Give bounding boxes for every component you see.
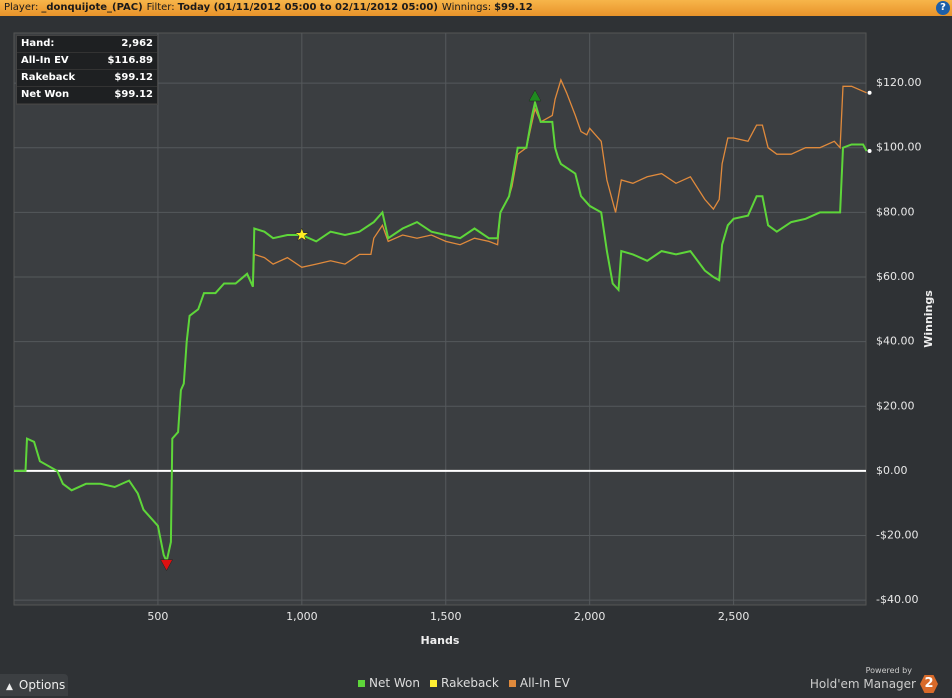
x-tick-label: 2,000 xyxy=(574,610,606,623)
x-tick-label: 2,500 xyxy=(718,610,750,623)
y-tick-label: $20.00 xyxy=(876,399,915,412)
end-dot xyxy=(867,90,872,95)
brand-name: Hold'em Manager xyxy=(809,677,916,691)
legend-label: Rakeback xyxy=(441,676,499,690)
legend-swatch xyxy=(358,679,365,687)
y-tick-label: $80.00 xyxy=(876,205,915,218)
y-tick-label: $0.00 xyxy=(876,464,908,477)
end-dot xyxy=(867,148,872,153)
x-tick-label: 1,500 xyxy=(430,610,462,623)
header-label: Winnings: xyxy=(441,2,492,13)
brand-badge: 2 xyxy=(920,675,938,693)
y-tick-label: $40.00 xyxy=(876,335,915,348)
legend: Net Won Rakeback All-In EV xyxy=(358,676,570,690)
marker-star xyxy=(294,227,310,242)
stats-label: All-In EV xyxy=(21,55,69,66)
stats-value: $99.12 xyxy=(114,72,153,83)
stats-row: Rakeback $99.12 xyxy=(17,70,157,87)
y-tick-label: -$40.00 xyxy=(876,593,918,606)
x-tick-label: 1,000 xyxy=(286,610,318,623)
legend-item: Rakeback xyxy=(430,676,499,690)
stats-label: Net Won xyxy=(21,89,70,100)
stats-row: Net Won $99.12 xyxy=(17,87,157,104)
top-bar: Player: _donquijote_(PAC) Filter: Today (01… xyxy=(0,0,952,16)
stats-row: Hand: 2,962 xyxy=(17,36,157,53)
y-tick-label: $120.00 xyxy=(876,76,922,89)
header-value: Today (01/11/2012 05:00 to 02/11/2012 05… xyxy=(177,2,438,13)
marker-triangle-down xyxy=(160,559,173,572)
options-label: Options xyxy=(18,678,66,692)
header-label: Player: xyxy=(4,2,39,13)
stats-row: All-In EV $116.89 xyxy=(17,53,157,70)
arrow-icon: ▲ xyxy=(6,682,13,692)
brand: Powered by Hold'em Manager 2 xyxy=(810,666,938,693)
x-tick-label: 500 xyxy=(147,610,168,623)
stats-value: 2,962 xyxy=(121,38,153,49)
legend-item: Net Won xyxy=(358,676,420,690)
header-value: _donquijote_(PAC) xyxy=(41,2,143,13)
stats-value: $116.89 xyxy=(107,55,153,66)
legend-label: Net Won xyxy=(369,676,420,690)
legend-swatch xyxy=(508,679,516,687)
help-button[interactable]: ? xyxy=(936,1,950,15)
legend-label: All-In EV xyxy=(519,676,570,690)
stats-label: Rakeback xyxy=(21,72,76,83)
plot-area xyxy=(13,32,867,606)
stats-value: $99.12 xyxy=(114,89,153,100)
powered-by: Powered by xyxy=(865,666,912,675)
legend-swatch xyxy=(430,679,437,687)
options-button[interactable]: ▲ Options xyxy=(0,674,68,696)
x-axis-label: Hands xyxy=(421,634,460,647)
header-value: $99.12 xyxy=(494,2,533,13)
chart: -$40.00 -$20.00 $0.00 $20.00 $40.00 $60.00 $80… xyxy=(13,32,935,647)
y-axis-label: Winnings xyxy=(922,290,935,348)
header-label: Filter: xyxy=(146,2,175,13)
marker-triangle-up xyxy=(528,89,542,102)
stats-box: Hand: 2,962 All-In EV $116.89 Rakeback $99.12… xyxy=(16,35,158,105)
legend-item: All-In EV xyxy=(508,676,570,690)
series-line xyxy=(14,98,868,565)
stats-label: Hand: xyxy=(21,38,55,49)
y-tick-label: -$20.00 xyxy=(876,529,918,542)
y-tick-label: $60.00 xyxy=(876,270,915,283)
y-tick-label: $100.00 xyxy=(876,141,922,154)
